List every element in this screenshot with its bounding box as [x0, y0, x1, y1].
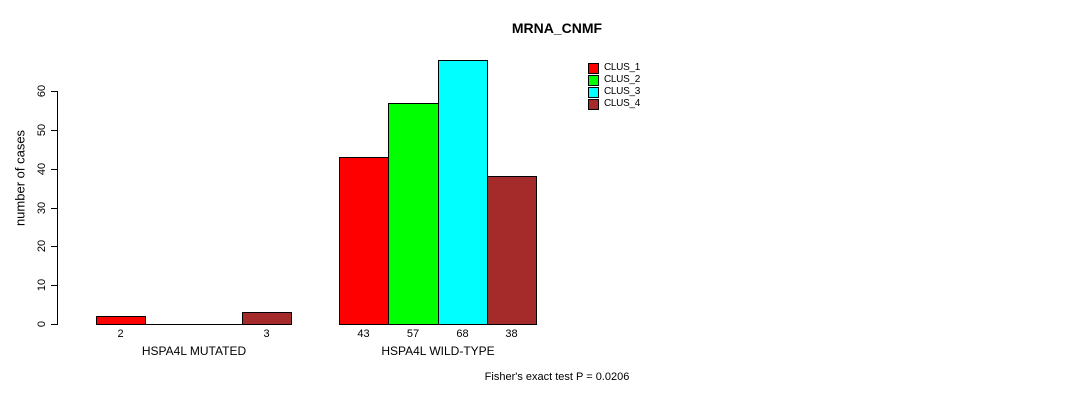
y-tick-label: 30 [36, 201, 48, 215]
legend-swatch-clus_3 [588, 86, 599, 98]
bar-value-label: 43 [357, 328, 370, 340]
bar-value-label: 38 [505, 328, 518, 340]
legend-item: CLUS_4 [588, 98, 640, 110]
y-axis-line [57, 91, 58, 325]
bar-clus_4 [242, 312, 292, 325]
y-tick-mark [51, 91, 57, 92]
y-tick-label: 0 [36, 320, 48, 328]
legend-label: CLUS_4 [604, 98, 640, 109]
legend-label: CLUS_1 [604, 62, 640, 73]
bar-value-label: 3 [263, 328, 270, 340]
legend-item: CLUS_3 [588, 86, 640, 98]
legend-swatch-clus_1 [588, 62, 599, 74]
bar-clus_1 [339, 157, 389, 325]
y-tick-label: 60 [36, 84, 48, 98]
y-tick-mark [51, 169, 57, 170]
bar-clus_4 [487, 176, 537, 325]
y-tick-mark [51, 324, 57, 325]
bar-clus_3 [438, 60, 488, 325]
y-tick-label: 40 [36, 162, 48, 176]
y-tick-mark [51, 208, 57, 209]
y-tick-mark [51, 130, 57, 131]
y-axis-label: number of cases [12, 129, 28, 227]
bar-value-label: 2 [117, 328, 124, 340]
legend-swatch-clus_2 [588, 74, 599, 86]
y-tick-label: 20 [36, 239, 48, 253]
y-tick-label: 50 [36, 123, 48, 137]
legend: CLUS_1 CLUS_2 CLUS_3 CLUS_4 [588, 62, 640, 110]
y-tick-mark [51, 246, 57, 247]
y-tick-label: 10 [36, 278, 48, 292]
category-label: HSPA4L WILD-TYPE [381, 344, 495, 358]
bar-value-label: 57 [406, 328, 420, 340]
annotation-text: Fisher's exact test P = 0.0206 [484, 371, 630, 383]
category-label: HSPA4L MUTATED [141, 344, 247, 358]
group-baseline [96, 324, 292, 325]
bar-clus_2 [388, 103, 439, 325]
legend-label: CLUS_3 [604, 86, 640, 97]
bar-clus_1 [96, 316, 146, 325]
legend-label: CLUS_2 [604, 74, 640, 85]
legend-swatch-clus_4 [588, 98, 599, 110]
legend-item: CLUS_1 [588, 62, 640, 74]
y-tick-mark [51, 285, 57, 286]
bar-value-label: 68 [456, 328, 469, 340]
legend-item: CLUS_2 [588, 74, 640, 86]
chart-title: MRNA_CNMF [511, 20, 603, 36]
